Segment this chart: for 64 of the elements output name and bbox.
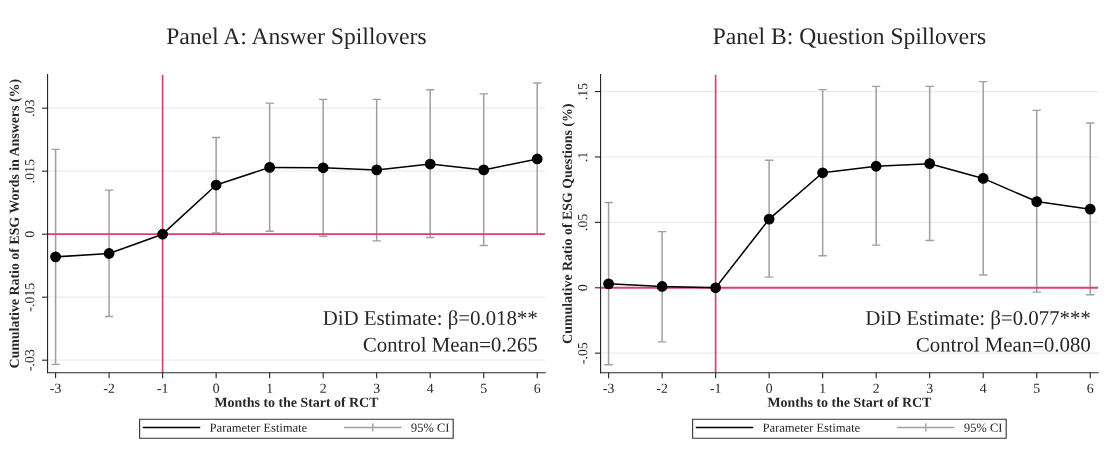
point: [371, 164, 383, 176]
point: [977, 173, 989, 184]
point: [924, 158, 936, 170]
y-tick-label: .1: [578, 152, 588, 162]
y-axis-title: Cumulative Ratio of ESG Questions (%): [562, 104, 575, 344]
y-tick-label: -.03: [24, 349, 35, 371]
chart-title: Panel B: Question Spillovers: [713, 27, 986, 50]
x-tick-label: 0: [766, 383, 773, 393]
x-tick-label: 5: [1034, 383, 1040, 393]
point: [157, 228, 168, 240]
text: 95% CI: [964, 423, 1002, 432]
x-tick-label: -1: [157, 383, 168, 393]
point: [1084, 203, 1096, 215]
x-tick-label: 2: [320, 383, 326, 393]
point: [264, 162, 276, 173]
x-tick-label: -3: [50, 383, 61, 393]
point: [710, 282, 721, 294]
x-tick-label: 6: [534, 383, 541, 393]
y-axis-title: Cumulative Ratio of ESG Words in Answers (%): [9, 79, 22, 368]
x-tick-label: 2: [873, 383, 879, 393]
point: [817, 167, 829, 179]
legend-label: Parameter Estimate: [762, 423, 860, 432]
point: [870, 160, 882, 172]
x-axis-title: Months to the Start of RCT: [767, 397, 932, 407]
y-tick-label: -.05: [577, 342, 588, 364]
x-tick-label: 4: [427, 383, 434, 393]
x-tick-label: 5: [481, 383, 487, 393]
y-tick-label: .05: [577, 214, 588, 231]
x-tick-label: -1: [710, 383, 721, 393]
x-tick-label: 1: [267, 383, 273, 393]
y-tick-label: .03: [24, 100, 35, 116]
chart-title: Panel A: Answer Spillovers: [166, 27, 426, 50]
annotation: DiD Estimate: β=0.018**: [323, 310, 537, 330]
point: [210, 179, 222, 191]
x-tick-label: -3: [603, 383, 614, 393]
y-tick-label: 0: [577, 284, 588, 291]
x-tick-label: -2: [656, 383, 668, 393]
annotation: DiD Estimate: β=0.077***: [865, 310, 1090, 330]
annotation: Control Mean=0.080: [916, 337, 1090, 352]
point: [763, 213, 775, 225]
x-tick-label: 3: [373, 383, 380, 393]
point: [50, 251, 61, 263]
x-tick-label: 4: [980, 383, 987, 393]
y-tick-label: 0: [24, 231, 35, 238]
annotation: Control Mean=0.265: [363, 337, 537, 352]
x-axis-title: Months to the Start of RCT: [214, 397, 379, 407]
y-tick-label: .15: [578, 83, 588, 100]
legend-label: Parameter Estimate: [209, 423, 307, 432]
x-tick-label: 0: [213, 383, 220, 393]
point: [103, 248, 115, 259]
x-tick-label: 1: [820, 383, 826, 393]
point: [1031, 196, 1043, 207]
point: [656, 281, 668, 292]
x-tick-label: 6: [1087, 383, 1094, 393]
point: [603, 278, 614, 290]
x-tick-label: -2: [103, 383, 115, 393]
x-tick-label: 3: [926, 383, 933, 393]
point: [424, 158, 436, 170]
y-tick-label: -.015: [24, 283, 35, 312]
y-tick-label: .015: [24, 159, 35, 183]
point: [317, 162, 329, 174]
point: [531, 153, 543, 165]
point: [478, 164, 490, 176]
text: 95% CI: [411, 423, 449, 432]
